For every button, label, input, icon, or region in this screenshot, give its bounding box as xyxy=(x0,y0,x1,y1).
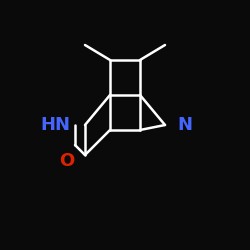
Text: HN: HN xyxy=(40,116,70,134)
Text: N: N xyxy=(178,116,192,134)
Text: O: O xyxy=(58,152,74,170)
